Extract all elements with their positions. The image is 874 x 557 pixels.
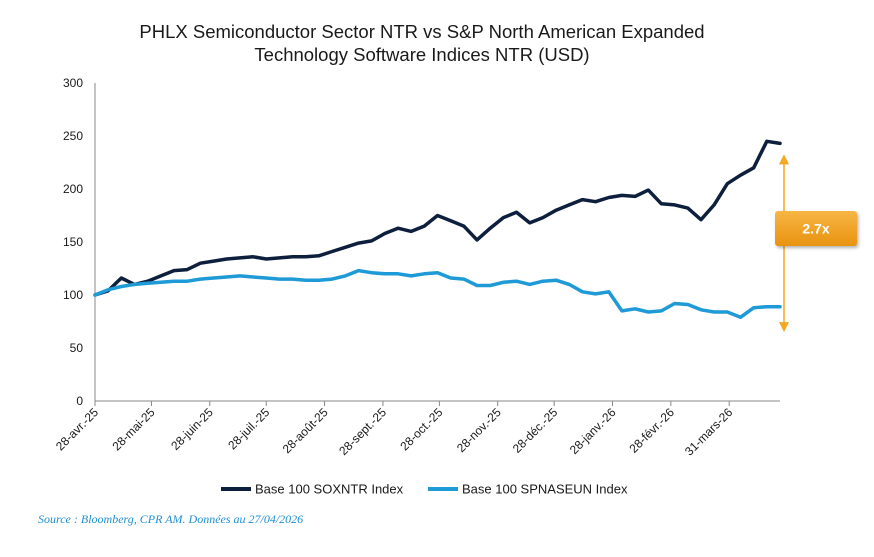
annotation-arrow-head-down (779, 322, 789, 333)
x-tick-label: 28-oct.-25 (397, 405, 445, 453)
chart-title-line-2: Technology Software Indices NTR (USD) (254, 44, 590, 65)
x-tick-label: 28-févr.-26 (627, 405, 678, 456)
x-tick-label: 28-avr.-25 (53, 405, 101, 453)
y-tick-label: 50 (70, 341, 84, 355)
x-tick-label: 28-août-25 (280, 405, 331, 456)
x-tick-label: 28-mai-25 (109, 405, 157, 453)
x-tick-label: 28-juin-25 (168, 405, 216, 453)
annotation-arrow-head-up (779, 154, 789, 165)
x-tick-label: 28-sept.-25 (336, 405, 389, 458)
x-tick-label: 28-déc.-25 (510, 405, 561, 456)
annotation-badge (775, 211, 857, 246)
x-tick-label: 28-nov.-25 (454, 405, 504, 455)
annotation-badge-label: 2.7x (802, 221, 829, 237)
y-tick-label: 100 (63, 288, 83, 302)
series-line-1 (93, 139, 782, 297)
y-tick-label: 0 (76, 394, 83, 408)
y-tick-label: 200 (63, 182, 83, 196)
series-line-2 (93, 268, 782, 320)
source-note: Source : Bloomberg, CPR AM. Données au 2… (38, 512, 304, 526)
x-tick-label: 28-juil.-25 (225, 405, 272, 452)
chart-title-line-1: PHLX Semiconductor Sector NTR vs S&P Nor… (139, 21, 705, 42)
legend-label-2: Base 100 SPNASEUN Index (462, 482, 628, 497)
x-tick-label: 28-janv.-26 (567, 405, 619, 457)
x-tick-label: 31-mars-26 (682, 405, 736, 459)
legend-label-1: Base 100 SOXNTR Index (255, 482, 404, 497)
y-tick-label: 250 (63, 129, 83, 143)
y-tick-label: 150 (63, 235, 83, 249)
chart-title: PHLX Semiconductor Sector NTR vs S&P Nor… (0, 20, 844, 66)
y-tick-label: 300 (63, 76, 83, 90)
